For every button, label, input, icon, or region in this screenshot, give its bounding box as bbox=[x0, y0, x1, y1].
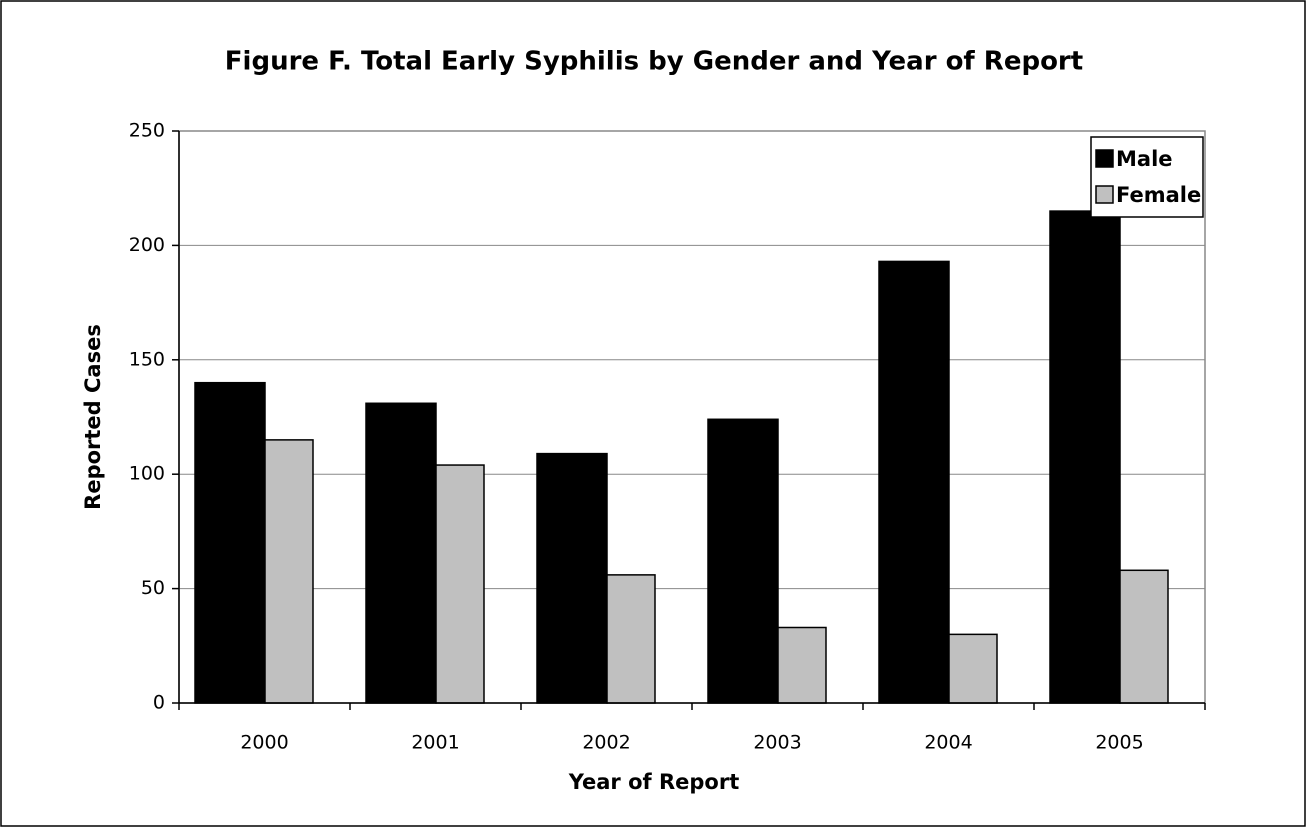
bar bbox=[777, 626, 827, 704]
bar bbox=[264, 439, 314, 704]
x-tick-label: 2005 bbox=[1095, 732, 1143, 754]
x-tick-label: 2003 bbox=[753, 732, 801, 754]
bar bbox=[948, 633, 998, 704]
bar bbox=[194, 381, 266, 704]
x-tick-label: 2001 bbox=[411, 732, 459, 754]
y-tick-label: 50 bbox=[141, 577, 165, 599]
y-tick-label: 0 bbox=[153, 692, 165, 714]
y-tick-label: 100 bbox=[129, 463, 165, 485]
x-axis-title: Year of Report bbox=[568, 770, 740, 794]
bar bbox=[606, 574, 656, 704]
bar bbox=[1119, 569, 1169, 704]
legend-label: Female bbox=[1116, 183, 1201, 207]
legend-label: Male bbox=[1116, 147, 1173, 171]
y-axis-title: Reported Cases bbox=[81, 324, 105, 510]
bar bbox=[435, 464, 485, 704]
legend-swatch bbox=[1095, 149, 1114, 168]
legend-swatch bbox=[1095, 185, 1114, 204]
bar bbox=[365, 402, 437, 704]
bar bbox=[707, 418, 779, 704]
chart-title: Figure F. Total Early Syphilis by Gender… bbox=[225, 47, 1083, 77]
x-tick-label: 2004 bbox=[924, 732, 972, 754]
y-tick-label: 150 bbox=[129, 348, 165, 370]
y-tick-label: 200 bbox=[129, 234, 165, 256]
x-tick-label: 2002 bbox=[582, 732, 630, 754]
bar bbox=[1049, 210, 1121, 704]
x-tick-label: 2000 bbox=[240, 732, 288, 754]
bar bbox=[878, 260, 950, 704]
bar bbox=[536, 452, 608, 704]
y-tick-label: 250 bbox=[129, 120, 165, 142]
